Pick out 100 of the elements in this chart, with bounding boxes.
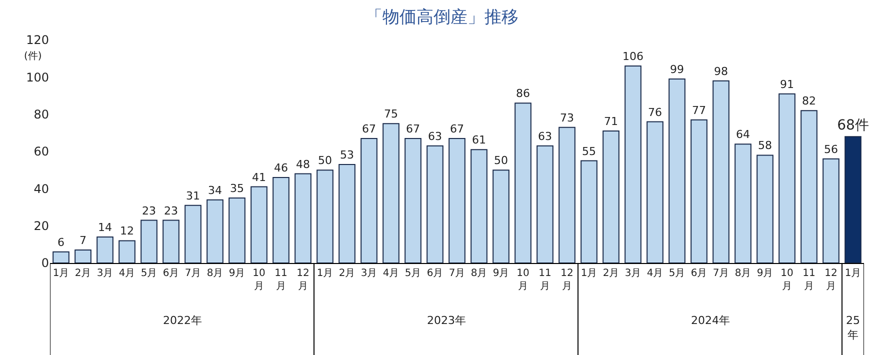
x-tick-label: 2月 xyxy=(338,268,356,279)
bar xyxy=(52,251,70,263)
bar xyxy=(734,144,752,263)
bar xyxy=(800,110,818,263)
data-label: 48 xyxy=(296,158,310,171)
x-tick-label: 8月 xyxy=(470,268,488,279)
x-tick-label: 1月 xyxy=(844,268,862,279)
y-tick-label: 120 xyxy=(26,33,49,48)
data-label: 86 xyxy=(516,87,530,100)
bar xyxy=(756,154,774,263)
data-label: 14 xyxy=(98,220,112,234)
y-tick-label: 40 xyxy=(34,182,49,196)
x-tick-label: 12月 xyxy=(296,268,310,292)
data-label: 64 xyxy=(736,128,750,142)
bar xyxy=(96,236,114,263)
data-label: 55 xyxy=(582,144,596,158)
x-tick-label: 9月 xyxy=(228,268,246,279)
x-tick-label: 6月 xyxy=(690,268,708,279)
y-tick-label: 80 xyxy=(34,108,49,122)
bar xyxy=(360,138,378,263)
x-tick-label: 6月 xyxy=(426,268,444,279)
data-label: 77 xyxy=(692,104,706,117)
x-tick-label: 6月 xyxy=(162,268,180,279)
x-tick-label: 3月 xyxy=(624,268,642,279)
text: 2024年 xyxy=(691,314,730,327)
bar xyxy=(294,173,312,263)
bar xyxy=(338,164,356,263)
y-axis-title: (件) xyxy=(24,51,42,62)
x-tick-label: 5月 xyxy=(140,268,158,279)
x-tick-label: 1月 xyxy=(316,268,334,279)
bar xyxy=(514,102,532,263)
y-tick-label: 20 xyxy=(34,219,49,234)
bar xyxy=(228,197,246,263)
text: 2023年 xyxy=(427,314,466,327)
bar xyxy=(844,136,862,263)
bar xyxy=(536,145,554,263)
bar xyxy=(470,149,488,263)
bar xyxy=(118,240,136,263)
data-label: 99 xyxy=(670,63,684,76)
x-tick-label: 7月 xyxy=(184,268,202,279)
bar xyxy=(690,119,708,263)
bar xyxy=(272,177,290,263)
data-label: 61 xyxy=(472,134,486,147)
data-label: 67 xyxy=(362,122,376,136)
data-label: 106 xyxy=(622,50,644,64)
bar xyxy=(206,199,224,263)
data-label: 63 xyxy=(538,130,552,143)
text: 2022年 xyxy=(163,314,202,327)
y-tick-label: 0 xyxy=(41,256,49,270)
x-tick-label: 11月 xyxy=(538,268,552,292)
bar xyxy=(668,78,686,263)
x-tick-label: 12月 xyxy=(560,268,574,292)
data-label: 35 xyxy=(230,182,244,195)
x-tick-label: 8月 xyxy=(206,268,224,279)
y-tick-label: 100 xyxy=(26,70,49,84)
x-tick-label: 5月 xyxy=(404,268,422,279)
x-tick-label: 7月 xyxy=(448,268,466,279)
bar xyxy=(404,138,422,263)
x-tick-label: 9月 xyxy=(756,268,774,279)
data-label: 71 xyxy=(604,115,618,128)
bar xyxy=(822,158,840,263)
data-label: 53 xyxy=(340,148,354,162)
data-label: 46 xyxy=(274,162,288,175)
bar xyxy=(426,145,444,263)
x-tick-label: 12月 xyxy=(824,268,838,292)
data-label: 12 xyxy=(120,224,134,238)
x-tick-label: 11月 xyxy=(802,268,816,292)
bar xyxy=(448,138,466,263)
data-label: 91 xyxy=(780,78,794,91)
x-tick-label: 4月 xyxy=(382,268,400,279)
data-label: 63 xyxy=(428,130,442,143)
data-label: 7 xyxy=(80,234,86,247)
x-tick-label: 5月 xyxy=(668,268,686,279)
data-label: 75 xyxy=(384,108,398,121)
text: 25年 xyxy=(846,314,860,342)
x-tick-label: 7月 xyxy=(712,268,730,279)
data-label: 50 xyxy=(494,154,508,168)
bar xyxy=(778,93,796,263)
chart-title: 「物価高倒産」推移 xyxy=(366,8,518,28)
data-label: 76 xyxy=(648,106,662,119)
bar xyxy=(646,121,664,263)
data-label: 58 xyxy=(758,139,772,152)
bar xyxy=(140,220,158,263)
x-tick-label: 1月 xyxy=(580,268,598,279)
data-label: 41 xyxy=(252,170,266,184)
data-label: 68件 xyxy=(837,118,869,134)
bar xyxy=(316,170,334,263)
bar xyxy=(558,126,576,263)
x-tick-label: 10月 xyxy=(252,268,266,292)
bar xyxy=(624,66,642,263)
data-label: 82 xyxy=(802,94,816,108)
bar xyxy=(382,123,400,263)
data-label: 50 xyxy=(318,154,332,168)
data-label: 98 xyxy=(714,64,728,78)
bar xyxy=(74,249,92,263)
x-tick-label: 8月 xyxy=(734,268,752,279)
bar xyxy=(492,170,510,263)
data-label: 67 xyxy=(406,122,420,136)
x-tick-label: 4月 xyxy=(118,268,136,279)
data-label: 23 xyxy=(142,204,156,218)
